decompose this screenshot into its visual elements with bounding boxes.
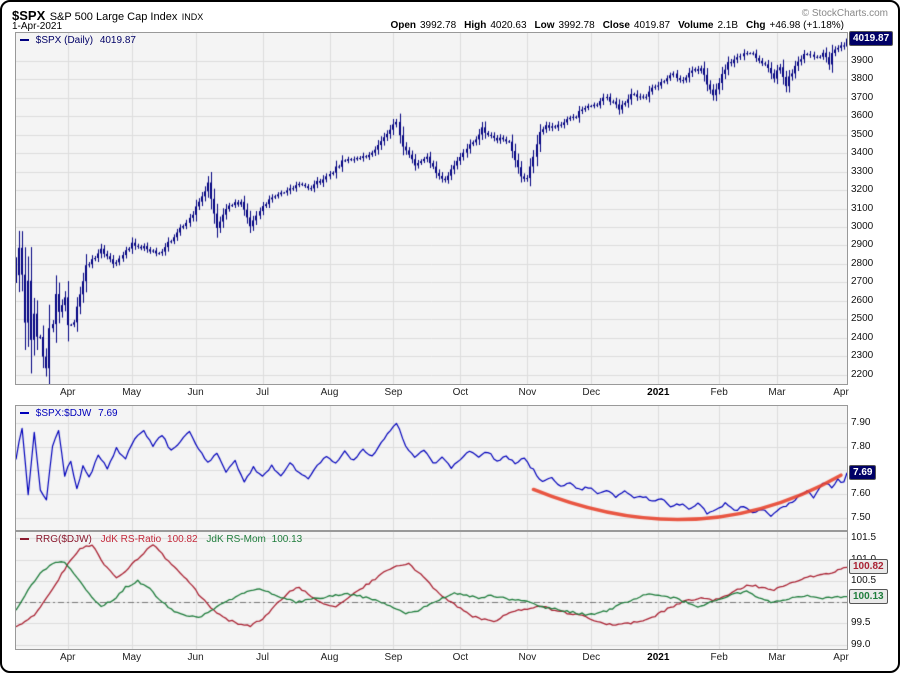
y-axis-tick-label: 2800 [851, 257, 874, 269]
y-axis-tick-label: 2500 [851, 313, 874, 325]
month-label: Feb [710, 652, 728, 663]
quote-field-value: 3992.78 [420, 20, 457, 31]
symbol: $SPX [12, 8, 46, 23]
y-axis-tick-label: 99.0 [851, 638, 871, 650]
month-label: Feb [710, 387, 728, 398]
quote-field-label: Chg [746, 20, 766, 31]
y-axis-tick-label: 3100 [851, 202, 874, 214]
month-label: Mar [768, 387, 786, 398]
month-label: Apr [59, 387, 76, 398]
month-label: Nov [518, 652, 537, 663]
month-label: Oct [452, 387, 469, 398]
rrg-label: RRG($DJW) [35, 534, 92, 545]
rs-ratio-label: JdK RS-Ratio [100, 534, 162, 545]
month-label: Dec [582, 387, 601, 398]
exchange-label: INDX [181, 12, 204, 22]
ratio-last-value-box: 7.69 [849, 464, 877, 480]
ratio-chart-canvas [15, 405, 848, 531]
y-axis-tick-label: 101.5 [851, 532, 877, 544]
quote-field-value: 2.1B [717, 20, 739, 31]
quote-field-label: High [464, 20, 487, 31]
ratio-last-value: 7.69 [98, 408, 118, 419]
month-label: Mar [768, 652, 786, 663]
rs-ratio-last-value-box: 100.82 [849, 559, 888, 575]
y-axis-tick-label: 2700 [851, 276, 874, 288]
month-label: Jul [256, 652, 269, 663]
month-label: Aug [320, 387, 339, 398]
price-series-label: $SPX (Daily) [35, 35, 94, 46]
month-label: Sep [384, 652, 403, 663]
price-series-marker-icon [20, 39, 29, 42]
quote-field-value: 4019.87 [633, 20, 671, 31]
y-axis-tick-label: 3800 [851, 73, 874, 85]
symbol-name: S&P 500 Large Cap Index [49, 11, 178, 23]
y-axis-tick-label: 2400 [851, 331, 874, 343]
y-axis-tick-label: 99.5 [851, 617, 871, 629]
month-label: Nov [518, 387, 537, 398]
month-label: 2021 [647, 387, 670, 398]
month-label: May [122, 652, 142, 663]
y-axis-tick-label: 7.80 [851, 440, 871, 452]
ratio-panel-legend: $SPX:$DJW 7.69 [20, 408, 118, 419]
y-axis-tick-label: 2900 [851, 239, 874, 251]
y-axis-tick-label: 3500 [851, 128, 874, 140]
rrg-panel-legend: RRG($DJW) JdK RS-Ratio 100.82 JdK RS-Mom… [20, 534, 302, 545]
price-chart-canvas [15, 32, 848, 385]
y-axis-tick-label: 101.0 [851, 554, 876, 565]
y-axis-tick-label: 3600 [851, 110, 874, 122]
y-axis-tick-label: 3300 [851, 165, 874, 177]
price-panel-legend: $SPX (Daily) 4019.87 [20, 35, 136, 46]
y-axis-tick-label: 7.60 [851, 488, 871, 500]
month-label: Apr [833, 387, 849, 398]
y-axis-tick-label: 3700 [851, 91, 874, 103]
y-axis-tick-label: 100.5 [851, 574, 877, 586]
header: $SPX S&P 500 Large Cap Index INDX [12, 7, 203, 25]
month-label: Jul [256, 387, 269, 398]
chart-date: 1-Apr-2021 [12, 21, 63, 32]
y-axis-tick-label: 3200 [851, 184, 874, 196]
month-label: Jun [187, 652, 204, 663]
quote-field-value: 3992.78 [558, 20, 595, 31]
month-label: Apr [59, 652, 76, 663]
month-label: 2021 [647, 652, 670, 663]
quote-line: Open 3992.78 High 4020.63 Low 3992.78 Close 401… [382, 20, 844, 31]
rs-mom-value: 100.13 [271, 534, 303, 545]
rs-mom-label: JdK RS-Mom [206, 534, 266, 545]
y-axis-tick-label: 2300 [851, 350, 874, 362]
month-label: Apr [833, 652, 849, 663]
y-axis-tick-label: 3900 [851, 54, 874, 66]
quote-field-value: 4020.63 [490, 20, 527, 31]
month-label: Sep [384, 387, 403, 398]
y-axis-tick-label: 3400 [851, 147, 874, 159]
month-label: Dec [582, 652, 601, 663]
quote-field-label: Low [534, 20, 555, 31]
y-axis-tick-label: 7.50 [851, 512, 871, 524]
month-label: Oct [452, 652, 469, 663]
rrg-chart-canvas [15, 531, 848, 650]
ratio-series-marker-icon [20, 412, 29, 415]
rs-ratio-value: 100.82 [167, 534, 198, 545]
y-axis-tick-label: 2600 [851, 294, 874, 306]
month-label: Jun [187, 387, 204, 398]
ratio-series-label: $SPX:$DJW [35, 408, 92, 419]
month-label: May [122, 387, 142, 398]
quote-field-value: +46.98 (+1.18%) [769, 20, 845, 31]
price-last-value-box: 4019.87 [849, 30, 894, 46]
month-label: Aug [320, 652, 339, 663]
y-axis-tick-label: 2200 [851, 368, 874, 380]
rrg-series-marker-icon [20, 538, 29, 541]
rs-mom-last-value-box: 100.13 [849, 588, 888, 604]
quote-field-label: Close [602, 20, 630, 31]
quote-field-label: Volume [678, 20, 714, 31]
y-axis-tick-label: 7.90 [851, 416, 871, 428]
copyright: © StockCharts.com [801, 8, 888, 19]
quote-field-label: Open [390, 20, 416, 31]
price-last-value: 4019.87 [99, 35, 136, 46]
y-axis-tick-label: 3000 [851, 220, 874, 232]
